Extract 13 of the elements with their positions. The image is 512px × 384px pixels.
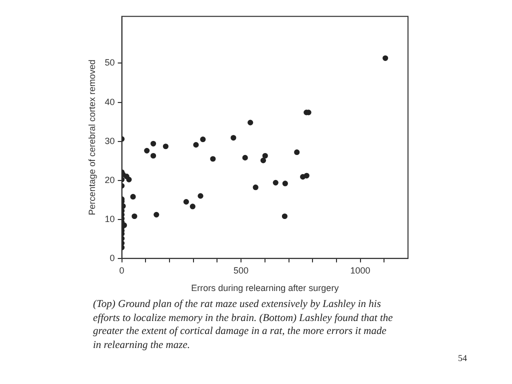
x-tick-label: 0 bbox=[119, 265, 124, 276]
x-tick-label: 500 bbox=[234, 265, 249, 276]
x-axis-title: Errors during relearning after surgery bbox=[191, 283, 340, 294]
y-tick-label: 40 bbox=[104, 96, 115, 107]
text: 54 bbox=[458, 353, 467, 363]
y-tick-label: 10 bbox=[104, 214, 115, 224]
y-tick-label: 50 bbox=[104, 58, 115, 68]
y-tick-label: 30 bbox=[104, 136, 115, 146]
x-tick-label: 1000 bbox=[350, 265, 370, 276]
text: (Top) Ground plan of the rat maze used extensively by Lashley in his efforts to localize memory in the brain. (Bottom) Lashley found that the greater the extent of cortical damage in a rat, the more errors it made in relearning the maze. bbox=[93, 298, 393, 353]
y-axis-title: Percentage of cerebral cortex removed bbox=[86, 60, 97, 216]
y-tick-label: 20 bbox=[104, 174, 115, 185]
y-tick-label: 0 bbox=[110, 252, 115, 263]
